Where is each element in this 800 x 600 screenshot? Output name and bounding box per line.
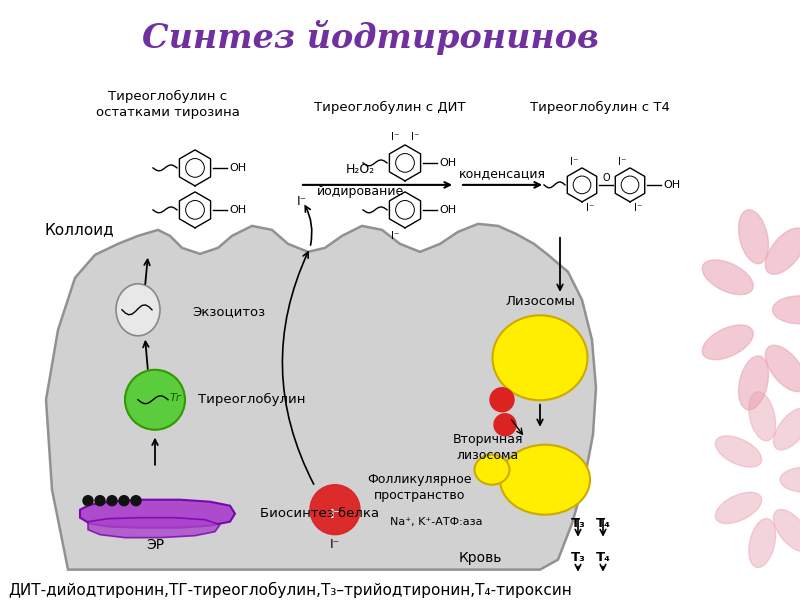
Text: Na⁺, K⁺-АТФ:аза: Na⁺, K⁺-АТФ:аза (390, 517, 482, 527)
Text: T₃: T₃ (570, 517, 586, 530)
Text: Тиреоглобулин с Т4: Тиреоглобулин с Т4 (530, 101, 670, 115)
Text: I⁻: I⁻ (570, 157, 578, 167)
Ellipse shape (474, 455, 510, 485)
Polygon shape (80, 500, 235, 527)
Ellipse shape (780, 467, 800, 492)
Text: I⁻: I⁻ (410, 132, 419, 142)
Ellipse shape (738, 210, 769, 264)
Ellipse shape (116, 284, 160, 336)
Text: I⁻: I⁻ (330, 508, 341, 521)
Text: O: O (602, 173, 610, 183)
Text: конденсация: конденсация (458, 167, 546, 181)
Ellipse shape (774, 408, 800, 450)
Text: OH: OH (229, 205, 246, 215)
Text: Биосинтез белка: Биосинтез белка (260, 507, 379, 520)
Text: H₂O₂: H₂O₂ (346, 163, 374, 176)
Text: Фолликулярное
пространство: Фолликулярное пространство (368, 473, 472, 502)
Text: Экзоцитоз: Экзоцитоз (192, 305, 265, 319)
Text: Тиреоглобулин с ДИТ: Тиреоглобулин с ДИТ (314, 101, 466, 115)
Circle shape (494, 414, 516, 436)
Text: Лизосомы: Лизосомы (505, 295, 575, 308)
Text: I⁻: I⁻ (618, 157, 626, 167)
Text: йодирование: йодирование (316, 185, 404, 199)
Ellipse shape (766, 345, 800, 392)
Text: T₃: T₃ (570, 551, 586, 564)
Ellipse shape (749, 518, 776, 568)
Text: I⁻: I⁻ (634, 203, 642, 213)
Text: Тиреоглобулин с
остатками тирозина: Тиреоглобулин с остатками тирозина (96, 91, 240, 119)
Ellipse shape (749, 392, 776, 441)
Circle shape (310, 485, 360, 535)
Text: I⁻: I⁻ (390, 231, 399, 241)
Ellipse shape (738, 356, 769, 410)
Text: T₄: T₄ (595, 551, 610, 564)
Text: OH: OH (439, 158, 456, 168)
Text: I⁻: I⁻ (330, 538, 340, 551)
Circle shape (125, 370, 185, 430)
Text: I⁻: I⁻ (390, 132, 399, 142)
Text: Вторичная
лизосома: Вторичная лизосома (453, 433, 523, 462)
Circle shape (107, 496, 117, 506)
Text: Тиреоглобулин: Тиреоглобулин (198, 393, 306, 406)
Text: ЭР: ЭР (146, 538, 164, 551)
Ellipse shape (715, 436, 762, 467)
Circle shape (131, 496, 141, 506)
Text: OH: OH (439, 205, 456, 215)
Ellipse shape (702, 325, 754, 359)
Text: OH: OH (229, 163, 246, 173)
Text: Кровь: Кровь (458, 551, 502, 565)
Text: Синтез йодтиронинов: Синтез йодтиронинов (142, 20, 598, 55)
Ellipse shape (702, 260, 754, 295)
Text: Коллоид: Коллоид (45, 223, 114, 238)
Circle shape (119, 496, 129, 506)
Ellipse shape (774, 509, 800, 551)
Polygon shape (88, 518, 220, 538)
Text: T₄: T₄ (595, 517, 610, 530)
Ellipse shape (493, 316, 587, 400)
Circle shape (95, 496, 105, 506)
Polygon shape (46, 224, 596, 569)
Ellipse shape (766, 228, 800, 274)
Circle shape (490, 388, 514, 412)
Ellipse shape (773, 296, 800, 324)
Text: I⁻: I⁻ (586, 203, 594, 213)
Circle shape (83, 496, 93, 506)
Text: OH: OH (663, 180, 680, 190)
Text: Тг: Тг (170, 393, 182, 403)
Text: I⁻: I⁻ (297, 196, 307, 208)
Text: ДИТ-дийодтиронин,ТГ-тиреоглобулин,Т₃–трийодтиронин,Т₄-тироксин: ДИТ-дийодтиронин,ТГ-тиреоглобулин,Т₃–три… (8, 581, 572, 598)
Ellipse shape (715, 492, 762, 524)
Ellipse shape (500, 445, 590, 515)
